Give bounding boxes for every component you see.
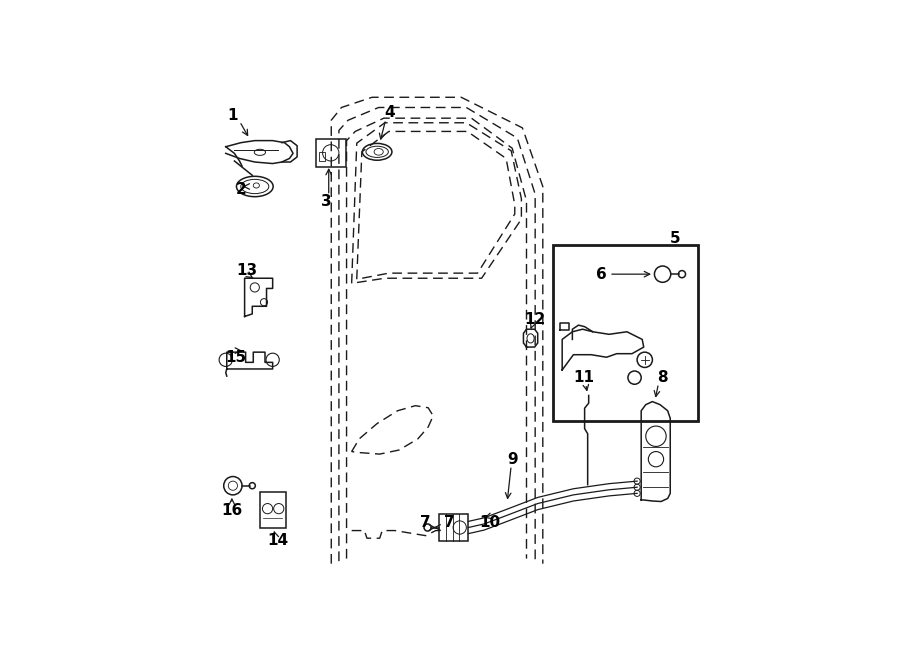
Text: 14: 14	[267, 534, 288, 548]
Bar	[260, 493, 286, 528]
Bar	[439, 514, 468, 541]
Bar	[553, 245, 698, 421]
Text: 9: 9	[507, 451, 517, 467]
Text: 3: 3	[321, 194, 331, 209]
Text: 16: 16	[221, 502, 242, 518]
Text: 4: 4	[384, 105, 395, 120]
Text: 8: 8	[657, 370, 668, 385]
Text: 5: 5	[670, 231, 680, 246]
Text: 7: 7	[444, 516, 454, 530]
Text: 12: 12	[525, 312, 545, 326]
Bar	[319, 152, 325, 161]
Text: 10: 10	[479, 516, 500, 530]
Text: 6: 6	[596, 267, 607, 281]
Text: 15: 15	[225, 350, 247, 365]
Text: 13: 13	[237, 263, 257, 278]
Text: 11: 11	[573, 370, 594, 385]
Text: 2: 2	[236, 181, 247, 197]
Text: 7: 7	[420, 516, 431, 530]
Text: 1: 1	[228, 108, 238, 122]
